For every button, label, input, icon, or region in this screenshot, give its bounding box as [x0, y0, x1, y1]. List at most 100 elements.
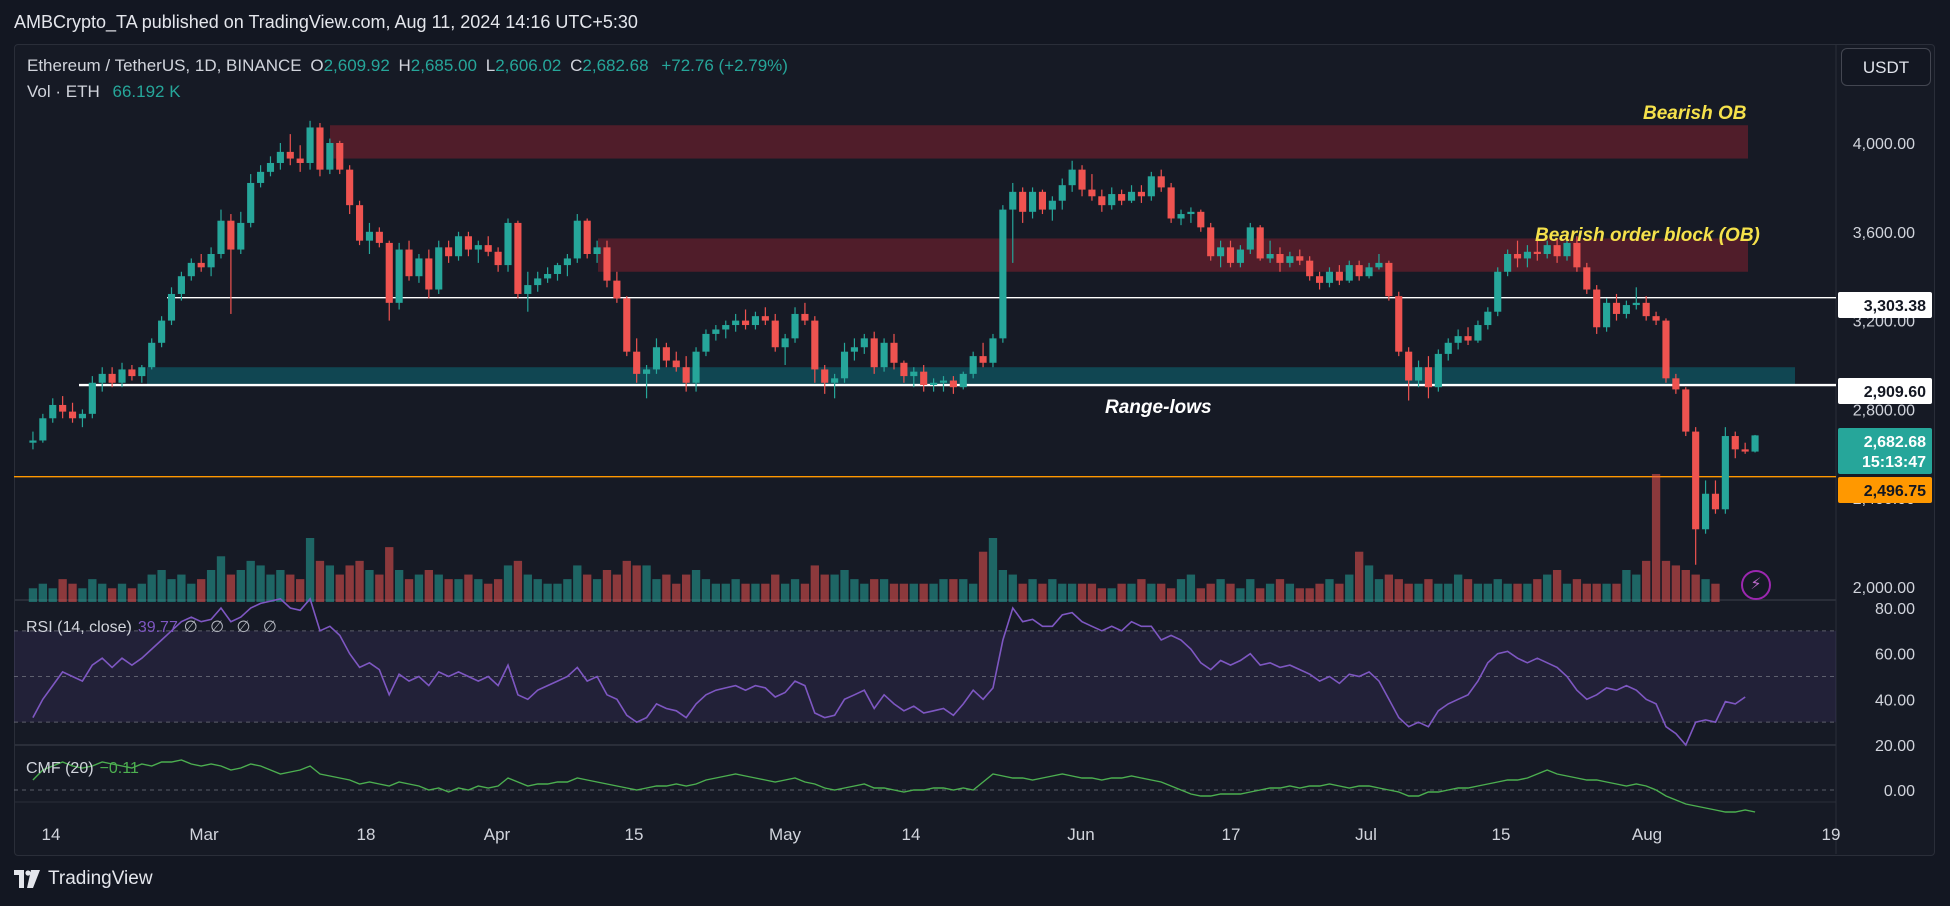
- volume-bar: [503, 565, 513, 602]
- candle-body: [821, 369, 829, 383]
- candle-body: [1553, 245, 1561, 257]
- volume-bar: [197, 579, 206, 602]
- candle-body: [1286, 256, 1294, 263]
- publish-bar: AMBCrypto_TA published on TradingView.co…: [0, 0, 1950, 44]
- candle-body: [1009, 191, 1017, 210]
- chart-annotation: Bearish order block (OB): [1535, 225, 1760, 246]
- volume-bar: [1226, 583, 1235, 602]
- rsi-label[interactable]: RSI (14, close): [26, 619, 132, 636]
- candle-body: [257, 171, 265, 183]
- candle-body: [1088, 189, 1096, 197]
- candle-body: [1167, 187, 1175, 219]
- volume-bar: [1256, 588, 1265, 602]
- candle-body: [375, 231, 383, 243]
- price-line-tag-label: 2,496.75: [1864, 483, 1926, 500]
- candle-body: [1573, 242, 1581, 268]
- volume-bar: [1176, 579, 1186, 602]
- candle-body: [1058, 185, 1066, 201]
- candle-body: [197, 262, 205, 268]
- candle-body: [1236, 249, 1244, 263]
- candle-body: [187, 262, 195, 277]
- volume-bar: [1216, 579, 1225, 602]
- chart-annotation: Bearish OB: [1643, 103, 1747, 124]
- price-line-tag: [1838, 378, 1932, 404]
- volume-bar: [1642, 560, 1651, 602]
- candle-body: [1632, 302, 1640, 306]
- candle-body: [1019, 191, 1027, 212]
- candle-body: [1563, 242, 1571, 257]
- candle-body: [1226, 247, 1235, 263]
- candle-body: [118, 369, 126, 383]
- bar-countdown-label: 15:13:47: [1862, 454, 1926, 471]
- volume-bar: [969, 583, 978, 602]
- candle-body: [1454, 336, 1462, 343]
- volume-bar: [484, 583, 493, 602]
- volume-bar: [1196, 588, 1205, 602]
- volume-bar: [315, 560, 325, 602]
- volume-bar: [1305, 588, 1314, 602]
- candle-body: [108, 373, 116, 383]
- volume-bar: [276, 570, 285, 602]
- candle-body: [1127, 191, 1136, 201]
- volume-bar: [721, 583, 730, 602]
- cmf-label[interactable]: CMF (20): [26, 760, 94, 777]
- candle-body: [1721, 436, 1729, 510]
- time-tick-label: 18: [357, 825, 376, 844]
- volume-bar: [592, 579, 602, 602]
- candle-body: [365, 231, 374, 241]
- volume-bar: [385, 547, 394, 602]
- candle-body: [1692, 431, 1700, 530]
- candle-body: [880, 342, 888, 368]
- candle-body: [1147, 176, 1155, 197]
- candle-body: [1652, 316, 1660, 321]
- candle-body: [613, 280, 621, 299]
- volume-bar: [751, 583, 760, 602]
- candle-body: [217, 220, 225, 254]
- volume-bar: [187, 583, 196, 602]
- volume-bar: [88, 579, 97, 602]
- candle-body: [1068, 169, 1076, 186]
- candle-body: [1276, 254, 1284, 263]
- candle-body: [1731, 436, 1739, 450]
- symbol-title[interactable]: Ethereum / TetherUS, 1D, BINANCE: [27, 56, 302, 75]
- candle-body: [1513, 254, 1522, 259]
- volume-value: 66.192 K: [112, 82, 181, 101]
- candle-body: [771, 320, 779, 348]
- volume-bar: [1315, 583, 1324, 602]
- lightning-icon[interactable]: ⚡: [1741, 570, 1771, 600]
- published-by-text: AMBCrypto_TA published on TradingView.co…: [14, 12, 638, 32]
- candle-body: [1533, 251, 1541, 254]
- volume-bar: [474, 579, 483, 602]
- volume-bar: [860, 583, 869, 602]
- candle-body: [336, 143, 344, 170]
- volume-label[interactable]: Vol · ETH: [27, 82, 100, 101]
- candle-body: [1108, 194, 1116, 206]
- candle-body: [148, 342, 156, 368]
- candle-body: [1365, 267, 1373, 277]
- volume-bar: [28, 588, 38, 602]
- volume-bar: [929, 583, 938, 602]
- candle-body: [682, 367, 690, 383]
- candle-body: [1375, 262, 1383, 268]
- volume-bar: [236, 570, 245, 602]
- candle-body: [1098, 196, 1106, 206]
- volume-bar: [662, 574, 671, 602]
- currency-button[interactable]: USDT: [1841, 48, 1931, 86]
- tradingview-mark-icon: [14, 870, 40, 888]
- volume-bar: [444, 579, 453, 602]
- chart-panel[interactable]: [14, 44, 1935, 856]
- close-label: C: [570, 56, 583, 75]
- candle-body: [910, 371, 918, 377]
- tradingview-logo[interactable]: TradingView: [14, 868, 153, 890]
- close-value: 2,682.68: [582, 56, 649, 75]
- candle-body: [1523, 251, 1531, 259]
- volume-bar: [1107, 588, 1116, 602]
- volume-bar: [998, 570, 1008, 602]
- volume-bar: [1513, 583, 1522, 602]
- volume-bar: [1444, 583, 1453, 602]
- volume-bar: [1523, 583, 1532, 602]
- volume-bar: [1127, 583, 1136, 602]
- candle-body: [1385, 262, 1393, 297]
- volume-bar: [642, 565, 651, 602]
